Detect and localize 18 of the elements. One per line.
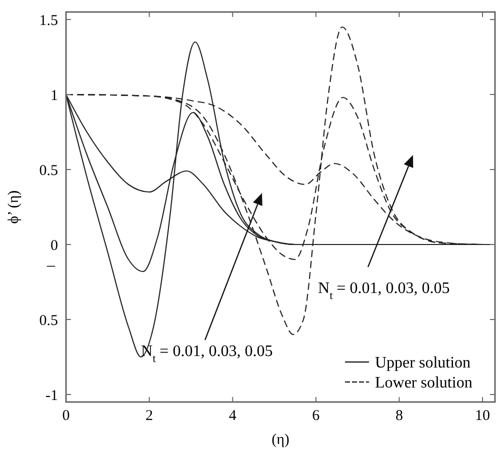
y-tick-label: 0.5 bbox=[39, 312, 58, 329]
legend-label: Upper solution bbox=[375, 354, 471, 372]
x-tick-label: 8 bbox=[395, 408, 403, 424]
x-tick-label: 4 bbox=[228, 408, 237, 424]
y-tick-label: 0.5 bbox=[39, 162, 58, 179]
x-tick-label: 10 bbox=[475, 408, 490, 424]
x-tick-label: 6 bbox=[312, 408, 320, 424]
y-tick-label: 1.5 bbox=[39, 12, 58, 29]
annotation: N$_{t}$ = 0.01, 0.03, 0.05 bbox=[318, 280, 450, 302]
y-tick-label: 0 bbox=[50, 238, 58, 254]
x-tick-label: 2 bbox=[146, 408, 154, 424]
y-tick-label: 1 bbox=[50, 88, 58, 104]
y-axis-title: ϕ’ (η) bbox=[6, 190, 22, 224]
x-axis-title: (η) bbox=[272, 432, 290, 448]
legend-label: Lower solution bbox=[375, 374, 472, 392]
x-tick-label: 0 bbox=[62, 408, 70, 424]
y-tick-label: -1 bbox=[46, 388, 58, 404]
text: – bbox=[46, 257, 56, 274]
